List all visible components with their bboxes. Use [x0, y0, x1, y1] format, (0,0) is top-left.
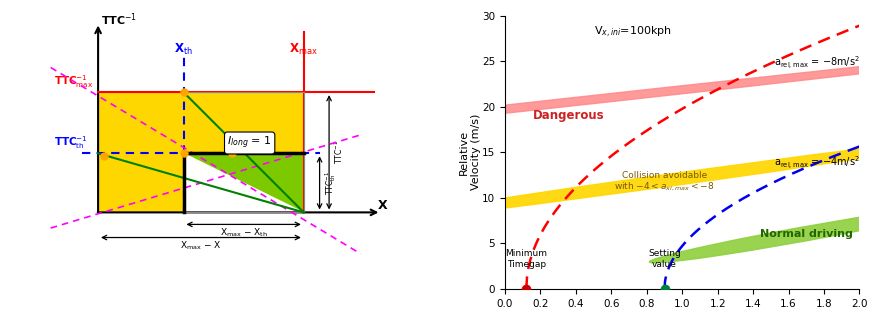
- Polygon shape: [98, 92, 304, 153]
- Text: Dangerous: Dangerous: [533, 109, 604, 122]
- Y-axis label: Relative
Velocity (m/s): Relative Velocity (m/s): [459, 114, 481, 191]
- Text: TTC$^{-1}$: TTC$^{-1}$: [101, 12, 137, 28]
- Text: Collision avoidable
with $-4 < a_{xi,max} < -8$: Collision avoidable with $-4 < a_{xi,max…: [614, 171, 715, 193]
- Ellipse shape: [368, 137, 886, 222]
- Text: V$_{x,ini}$=100kph: V$_{x,ini}$=100kph: [594, 25, 672, 40]
- Text: Minimum
Timegap: Minimum Timegap: [505, 249, 548, 269]
- Text: a$_{\rm rel,max}$ = $-8$m/s$^2$: a$_{\rm rel,max}$ = $-8$m/s$^2$: [774, 54, 860, 71]
- Text: X$_{\rm max}$: X$_{\rm max}$: [290, 41, 318, 57]
- Text: Setting
value: Setting value: [649, 249, 680, 269]
- Ellipse shape: [0, 32, 886, 172]
- Text: a$_{\rm rel,max}$ = $-4$m/s$^2$: a$_{\rm rel,max}$ = $-4$m/s$^2$: [774, 154, 860, 171]
- Text: X$_{\rm max}$ $-$ X$_{\rm th}$: X$_{\rm max}$ $-$ X$_{\rm th}$: [220, 226, 268, 239]
- Text: TTC$_{\rm th}^{-1}$: TTC$_{\rm th}^{-1}$: [54, 134, 88, 151]
- Polygon shape: [183, 153, 304, 212]
- Text: X$_{\rm max}$ $-$ X: X$_{\rm max}$ $-$ X: [180, 239, 222, 252]
- Text: X$_{\rm th}$: X$_{\rm th}$: [174, 41, 193, 57]
- Text: Normal driving: Normal driving: [760, 229, 852, 239]
- Polygon shape: [98, 153, 183, 212]
- Text: TTC$^{-1}$: TTC$^{-1}$: [332, 140, 345, 164]
- Text: TTC$_{\rm th}^{-1}$: TTC$_{\rm th}^{-1}$: [323, 171, 338, 195]
- Text: TTC$_{\rm max}^{-1}$: TTC$_{\rm max}^{-1}$: [54, 73, 93, 90]
- Text: $I_{long}$ = 1: $I_{long}$ = 1: [228, 135, 272, 151]
- Text: X: X: [377, 199, 387, 212]
- Ellipse shape: [649, 206, 886, 263]
